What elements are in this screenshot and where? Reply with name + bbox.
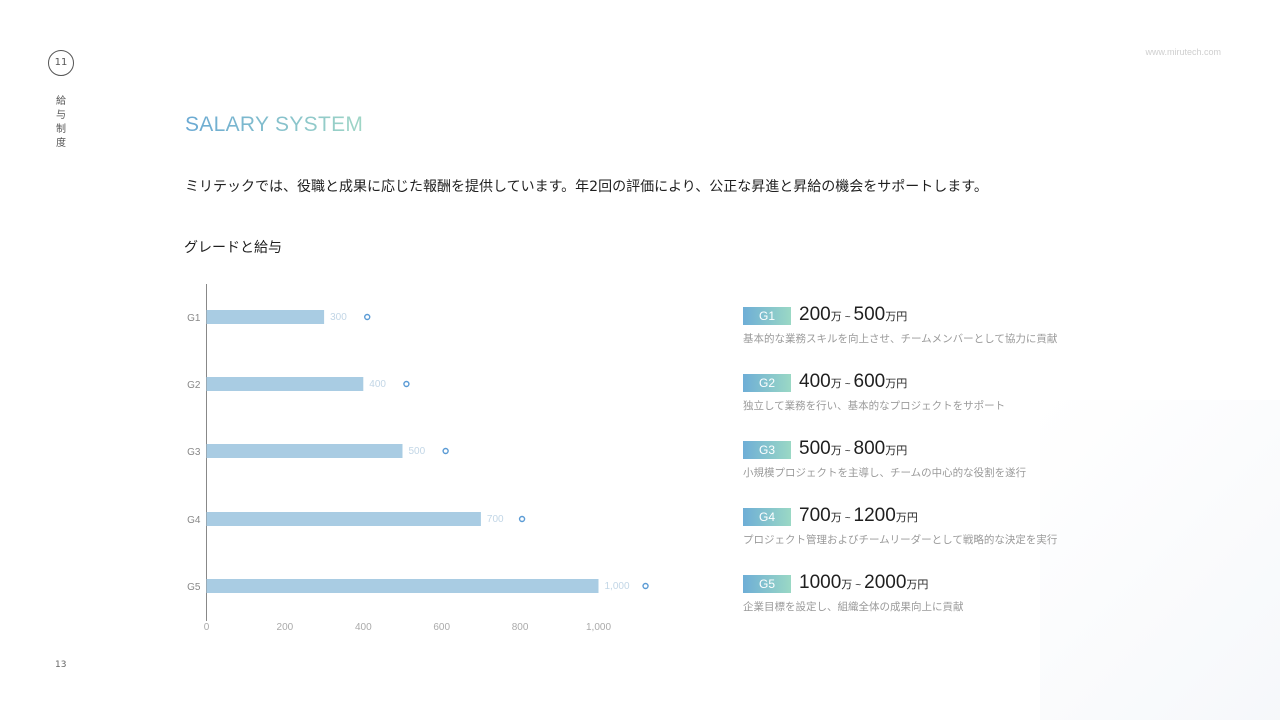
bar-marker [642,582,649,590]
category-label: G2 [187,380,201,391]
bar [206,310,325,324]
salary-unit-man: 万 [830,378,842,390]
salary-range: 700万 ~1200万円 [799,505,918,527]
x-tick-label: 200 [277,622,294,633]
x-tick-label: 400 [355,622,372,633]
bar-value-label: 700 [487,514,504,525]
salary-unit-man: 万 [830,445,842,457]
grade-badge: G2 [743,374,791,392]
x-tick-label: 1,000 [586,622,611,633]
range-tilde: ~ [844,513,851,524]
range-tilde: ~ [844,379,851,390]
salary-min: 400 [799,371,831,392]
page-number: 13 [55,660,67,670]
website-url: www.mirutech.com [1145,47,1221,57]
salary-unit-yen: 万円 [895,512,918,524]
grade-description: 独立して業務を行い、基本的なプロジェクトをサポート [743,400,1006,412]
category-label: G4 [187,515,201,526]
range-tilde: ~ [855,580,862,591]
side-section-label: 給与制度 [56,96,66,149]
range-tilde: ~ [844,312,851,323]
bar [206,377,364,391]
bar-value-label: 500 [409,446,426,457]
bar [206,512,481,526]
x-tick-label: 600 [433,622,450,633]
salary-range: 1000万 ~2000万円 [799,572,928,594]
salary-max: 1200 [853,505,896,526]
page-title: SALARY SYSTEM [185,113,364,136]
salary-unit-man: 万 [830,512,842,524]
salary-unit-yen: 万円 [906,579,929,591]
salary-max: 500 [853,304,886,325]
x-tick-label: 0 [204,622,210,633]
grade-row: G2 400万 ~600万円独立して業務を行い、基本的なプロジェクトをサポート [743,371,1163,438]
chart-section-title: グレードと給与 [184,240,282,256]
bar-marker [403,380,410,388]
page-description: ミリテックでは、役職と成果に応じた報酬を提供しています。年2回の評価により、公正… [185,179,988,195]
section-number-badge: 11 [48,50,74,76]
bar-marker [518,515,526,523]
salary-unit-yen: 万円 [885,445,908,457]
salary-unit-man: 万 [841,579,853,591]
grade-description: 企業目標を設定し、組織全体の成果向上に貢献 [743,601,964,613]
grade-description: プロジェクト管理およびチームリーダーとして戦略的な決定を実行 [743,534,1058,546]
salary-max: 800 [853,438,886,459]
salary-range: 200万 ~500万円 [799,304,907,326]
salary-unit-man: 万 [830,311,842,323]
range-tilde: ~ [844,446,851,457]
grade-description: 基本的な業務スキルを向上させ、チームメンバーとして協力に貢献 [743,333,1058,345]
bar-value-label: 400 [369,379,386,390]
grade-badge: G1 [743,307,791,325]
bar [206,444,403,458]
salary-unit-yen: 万円 [885,378,908,390]
category-label: G3 [187,447,201,458]
grade-row: G3 500万 ~800万円小規模プロジェクトを主導し、チームの中心的な役割を遂行 [743,438,1163,505]
salary-range: 500万 ~800万円 [799,438,907,460]
background-gradient [1040,400,1280,720]
grade-list: G1 200万 ~500万円 基本的な業務スキルを向上させ、チームメンバーとして協力に… [743,304,1163,639]
category-label: G1 [187,313,201,324]
bar-value-label: 1,000 [605,581,630,592]
bar-marker [442,447,449,455]
salary-unit-yen: 万円 [885,311,908,323]
bar [206,579,599,593]
grade-row: G5 1000万 ~2000万円企業目標を設定し、組織全体の成果向上に貢献 [743,572,1163,639]
x-tick-label: 800 [512,622,529,633]
grade-badge: G3 [743,441,791,459]
category-label: G5 [187,582,201,593]
salary-min: 1000 [799,572,842,593]
salary-min: 700 [799,505,831,526]
salary-range: 400万 ~600万円 [799,371,907,393]
salary-max: 600 [853,371,886,392]
grade-row: G1 200万 ~500万円基本的な業務スキルを向上させ、チームメンバーとして協力に… [743,304,1163,371]
grade-description: 小規模プロジェクトを主導し、チームの中心的な役割を遂行 [743,467,1027,479]
salary-bar-chart: G1 300 G2 400 G3 500 G4 700 G5 1,000 0 200 400 600 800… [187,284,649,633]
bar-value-label: 300 [330,312,347,323]
salary-max: 2000 [864,572,907,593]
grade-row: G4 700万 ~1200万円プロジェクト管理およびチームリーダーとして戦略的な決定… [743,505,1163,572]
bar-marker [364,313,371,321]
grade-badge: G5 [743,575,791,593]
salary-min: 200 [799,304,831,325]
salary-min: 500 [799,438,831,459]
grade-badge: G4 [743,508,791,526]
